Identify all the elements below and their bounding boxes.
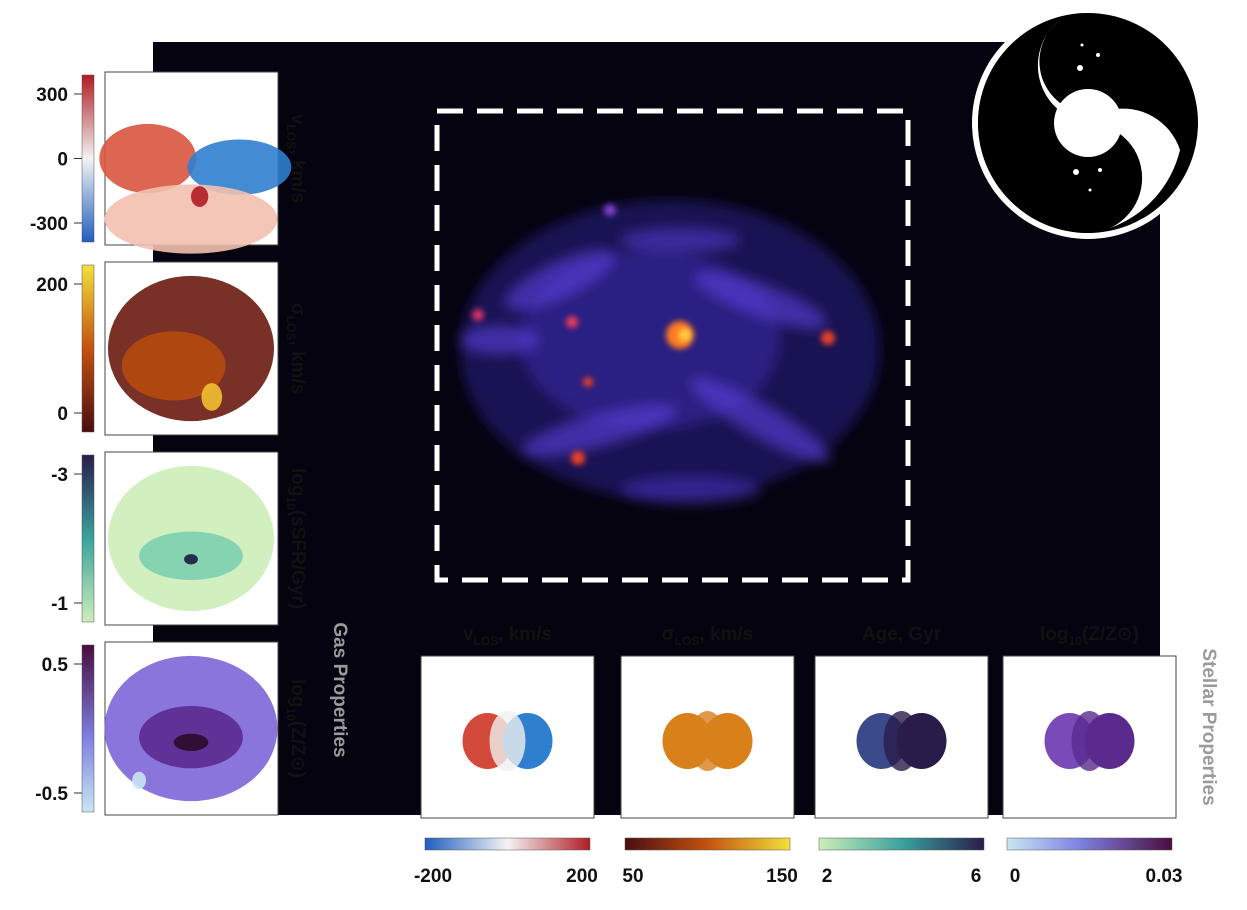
tick-label: -200 (414, 866, 452, 887)
label-rest: (Z/Z⊙) (287, 721, 308, 778)
label-rest: , km/s (699, 624, 753, 645)
label-rest: , km/s (498, 624, 552, 645)
colorbar (81, 264, 95, 433)
label-main: log (287, 679, 308, 708)
label-sub: 10 (284, 496, 298, 510)
stellar-heading: Stellar Properties (1198, 648, 1219, 805)
colorbar (424, 837, 591, 851)
panel-label: log10(Z/Z⊙) (1040, 624, 1139, 648)
tick-label: -1 (51, 594, 68, 615)
label-sub: LOS (474, 634, 499, 648)
label-sub: 10 (284, 708, 298, 722)
tick-label: 50 (622, 866, 643, 887)
label-rest: (sSFR/Gyr) (287, 510, 308, 609)
map-region (201, 383, 223, 411)
panel-label: σLOS, km/s (284, 303, 308, 395)
label-main: log (287, 468, 308, 497)
map-region (883, 711, 920, 771)
tick-label: 2 (822, 866, 833, 887)
map-region (187, 139, 292, 195)
map-region (191, 186, 209, 207)
colorbar (81, 644, 95, 813)
star-forming-knots (472, 204, 835, 465)
panel-label: Age, Gyr (862, 624, 942, 645)
map-region (99, 123, 197, 194)
galaxy (460, 200, 880, 504)
label-sub: LOS (284, 125, 298, 150)
map-region (184, 554, 198, 565)
label-rest: (Z/Z⊙) (1082, 624, 1139, 645)
map-region (104, 184, 278, 254)
tick-label: 0 (57, 404, 68, 425)
label-main: v (287, 114, 308, 125)
colorbar (81, 454, 95, 623)
label-main: v (463, 624, 474, 645)
logo (972, 7, 1204, 239)
map-region (132, 771, 147, 790)
panel-label: log10(Z/Z⊙) (284, 679, 308, 778)
gas-heading: Gas Properties (329, 622, 350, 757)
panel-label: vLOS, km/s (284, 114, 308, 203)
zoom-box (434, 108, 911, 583)
label-rest: , km/s (287, 149, 308, 203)
tick-label: 0 (57, 150, 68, 171)
map-region (1071, 711, 1108, 771)
colorbar (624, 837, 791, 851)
map-region (121, 331, 226, 401)
tick-label: 200 (566, 866, 598, 887)
tick-label: 6 (971, 866, 982, 887)
tick-label: 0 (1010, 866, 1021, 887)
label-sub: LOS (675, 634, 700, 648)
colorbar (81, 74, 95, 243)
panel-label: σLOS, km/s (662, 624, 754, 648)
map-region (173, 733, 209, 751)
tick-label: 150 (766, 866, 798, 887)
panel-label: log10(sSFR/Gyr) (284, 468, 308, 609)
colorbar (1006, 837, 1173, 851)
colorbar (818, 837, 985, 851)
label-main: σ (287, 303, 308, 316)
map-region (489, 711, 526, 771)
label-sub: 10 (1069, 634, 1083, 648)
label-rest: , km/s (287, 340, 308, 394)
tick-label: 200 (36, 275, 68, 296)
tick-label: 0.5 (42, 655, 69, 676)
map-region (689, 711, 726, 771)
tick-label: -300 (30, 214, 68, 235)
label-main: σ (662, 624, 675, 645)
tick-label: -3 (51, 465, 68, 486)
tick-label: -0.5 (35, 784, 68, 805)
label-main: log (1040, 624, 1069, 645)
tick-label: 0.03 (1146, 866, 1183, 887)
tick-label: 300 (36, 85, 68, 106)
panel-label: vLOS, km/s (463, 624, 552, 648)
label-sub: LOS (284, 316, 298, 341)
label-main: Age, Gyr (862, 624, 942, 645)
